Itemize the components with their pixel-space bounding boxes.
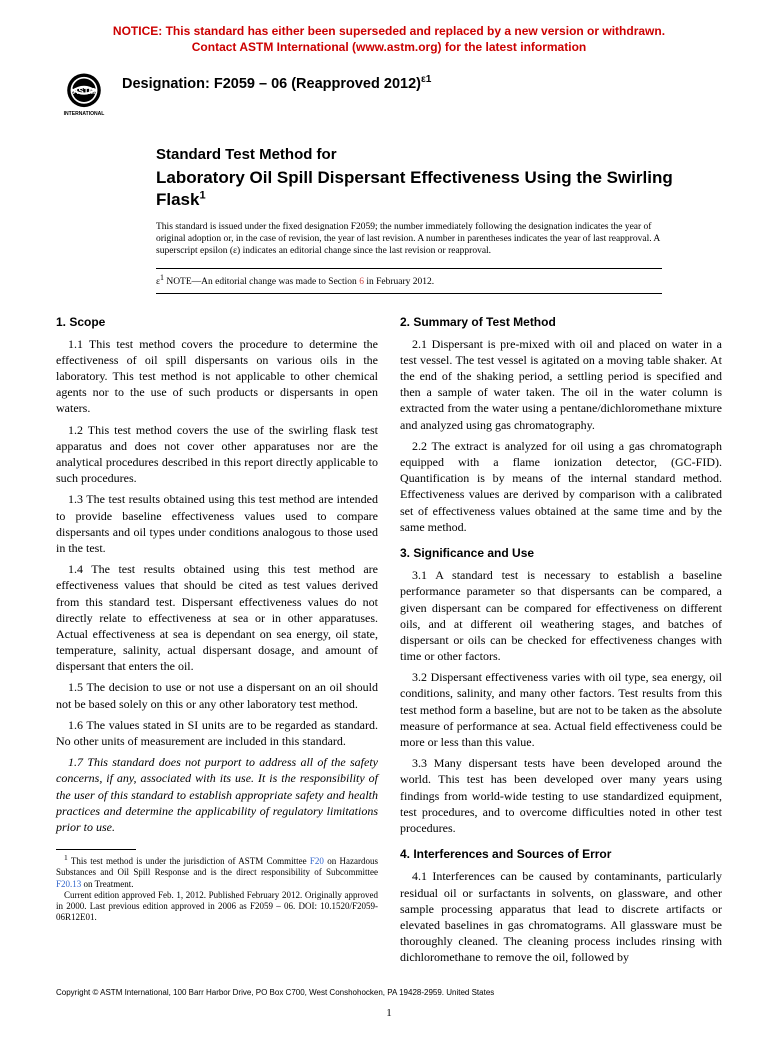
footnote-2: Current edition approved Feb. 1, 2012. P… bbox=[56, 890, 378, 924]
footnote-1: 1 This test method is under the jurisdic… bbox=[56, 853, 378, 890]
title-footnote-mark: 1 bbox=[199, 189, 205, 201]
right-column: 2. Summary of Test Method 2.1 Dispersant… bbox=[400, 312, 722, 971]
page: NOTICE: This standard has either been su… bbox=[0, 0, 778, 1041]
designation-epsilon: ε1 bbox=[421, 74, 431, 85]
scope-p3: 1.3 The test results obtained using this… bbox=[56, 491, 378, 556]
interferences-p1: 4.1 Interferences can be caused by conta… bbox=[400, 868, 722, 965]
designation: Designation: F2059 – 06 (Reapproved 2012… bbox=[122, 69, 431, 94]
left-column: 1. Scope 1.1 This test method covers the… bbox=[56, 312, 378, 971]
scope-p4: 1.4 The test results obtained using this… bbox=[56, 561, 378, 674]
significance-p3: 3.3 Many dispersant tests have been deve… bbox=[400, 755, 722, 836]
notice-line2: Contact ASTM International (www.astm.org… bbox=[192, 40, 586, 54]
summary-p1: 2.1 Dispersant is pre-mixed with oil and… bbox=[400, 336, 722, 433]
summary-p2: 2.2 The extract is analyzed for oil usin… bbox=[400, 438, 722, 535]
title-main: Laboratory Oil Spill Dispersant Effectiv… bbox=[156, 168, 673, 208]
astm-logo-icon: ASTM INTERNATIONAL bbox=[56, 69, 112, 125]
svg-text:ASTM: ASTM bbox=[73, 87, 95, 96]
footnote-link-f2013[interactable]: F20.13 bbox=[56, 879, 81, 889]
significance-p1: 3.1 A standard test is necessary to esta… bbox=[400, 567, 722, 664]
notice-line1: NOTICE: This standard has either been su… bbox=[113, 24, 665, 38]
footnote-text1: This test method is under the jurisdicti… bbox=[68, 856, 310, 866]
issued-note: This standard is issued under the fixed … bbox=[156, 222, 662, 258]
scope-p2: 1.2 This test method covers the use of t… bbox=[56, 422, 378, 487]
editorial-text: —An editorial change was made to Section bbox=[192, 277, 360, 287]
scope-heading: 1. Scope bbox=[56, 314, 378, 330]
copyright-text: Copyright © ASTM International, 100 Barr… bbox=[56, 988, 494, 999]
footnote-rule bbox=[56, 849, 136, 850]
interferences-heading: 4. Interferences and Sources of Error bbox=[400, 846, 722, 862]
page-number: 1 bbox=[0, 1006, 778, 1021]
notice-banner: NOTICE: This standard has either been su… bbox=[56, 24, 722, 55]
scope-p1: 1.1 This test method covers the procedur… bbox=[56, 336, 378, 417]
scope-p5: 1.5 The decision to use or not use a dis… bbox=[56, 679, 378, 711]
title-line1: Standard Test Method for bbox=[156, 145, 692, 165]
footnote-text3: on Treatment. bbox=[81, 879, 133, 889]
title-block: Standard Test Method for Laboratory Oil … bbox=[156, 145, 692, 210]
summary-heading: 2. Summary of Test Method bbox=[400, 314, 722, 330]
designation-text: Designation: F2059 – 06 (Reapproved 2012… bbox=[122, 76, 421, 92]
significance-p2: 3.2 Dispersant effectiveness varies with… bbox=[400, 669, 722, 750]
footnote-link-f20[interactable]: F20 bbox=[310, 856, 324, 866]
scope-p6: 1.6 The values stated in SI units are to… bbox=[56, 717, 378, 749]
header-row: ASTM INTERNATIONAL Designation: F2059 – … bbox=[56, 69, 722, 125]
content-columns: 1. Scope 1.1 This test method covers the… bbox=[56, 312, 722, 971]
scope-p7: 1.7 This standard does not purport to ad… bbox=[56, 754, 378, 835]
editorial-note: ε1 NOTE—An editorial change was made to … bbox=[156, 268, 662, 294]
title-line2: Laboratory Oil Spill Dispersant Effectiv… bbox=[156, 167, 692, 210]
svg-text:INTERNATIONAL: INTERNATIONAL bbox=[64, 111, 105, 117]
editorial-tail: in February 2012. bbox=[364, 277, 434, 287]
significance-heading: 3. Significance and Use bbox=[400, 545, 722, 561]
editorial-label: NOTE bbox=[164, 277, 192, 287]
